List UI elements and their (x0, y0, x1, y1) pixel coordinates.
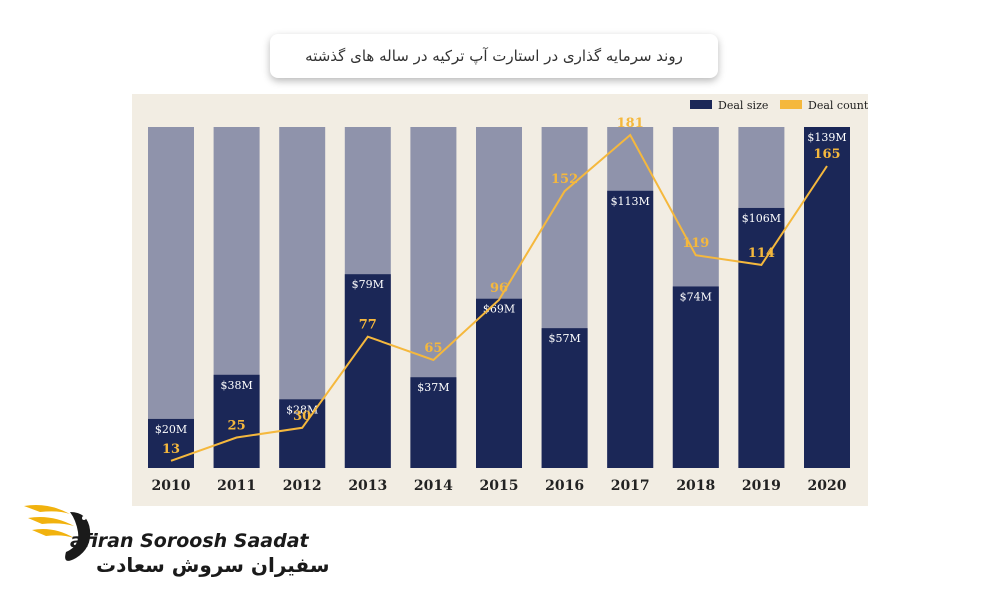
legend-label-deal-size: Deal size (718, 99, 768, 112)
bar-deal-size-2016 (541, 328, 588, 468)
bar-background-2010 (148, 127, 194, 468)
bar-label-2010: $20M (155, 423, 187, 436)
deal-size-labels: $20M$38M$28M$79M$37M$69M$57M$113M$74M$10… (155, 131, 847, 436)
count-label-2018: 119 (682, 236, 709, 251)
bar-label-2019: $106M (742, 212, 781, 225)
deal-count-line (170, 133, 828, 462)
count-label-2014: 65 (424, 341, 442, 356)
bar-label-2012: $28M (286, 403, 318, 416)
bar-label-2014: $37M (417, 381, 449, 394)
count-label-2012: 30 (293, 409, 311, 424)
legend-swatch-deal-count (780, 100, 802, 109)
bar-label-2016: $57M (548, 332, 580, 345)
chart-svg: Deal size Deal count $20M $38M $28M $79M $37… (148, 99, 869, 494)
bar-deal-size-2020 (804, 127, 850, 468)
deal-size-bars (148, 127, 850, 468)
count-label-2017: 181 (617, 116, 644, 131)
count-label-2016: 152 (551, 172, 578, 187)
x-tick-2017: 2017 (611, 478, 650, 494)
bar-deal-size-2017 (607, 190, 654, 468)
bar-deal-size-2019 (738, 207, 785, 468)
x-tick-2013: 2013 (348, 478, 387, 494)
count-label-2019: 114 (748, 246, 775, 261)
count-label-2010: 13 (162, 442, 180, 457)
deal-count-labels: 13 25 30 77 65 96 152 181 119 114 165 (162, 116, 841, 457)
count-label-2015: 96 (490, 281, 508, 296)
bar-deal-size-2014 (410, 377, 457, 468)
bar-label-2018: $74M (680, 290, 712, 303)
count-label-2013: 77 (359, 318, 377, 333)
x-tick-2019: 2019 (742, 478, 781, 494)
bar-deal-size-2015 (476, 298, 522, 468)
x-tick-2018: 2018 (676, 478, 715, 494)
x-tick-2011: 2011 (217, 478, 256, 494)
bar-deal-size-2012 (279, 399, 326, 468)
bar-label-2020: $139M (807, 131, 846, 144)
x-axis-ticks: 2010 2011 2012 2013 2014 2015 2016 2017 2018 2019… (152, 478, 847, 494)
legend-label-deal-count: Deal count (808, 99, 868, 112)
x-tick-2016: 2016 (545, 478, 584, 494)
logo-text-persian: سفیران سروش سعادت (96, 553, 330, 577)
legend-swatch-deal-size (690, 100, 712, 109)
bar-label-2013: $79M (352, 278, 384, 291)
chart-title: روند سرمایه گذاری در استارت آپ ترکیه در … (270, 34, 718, 78)
bar-label-2017: $113M (611, 195, 650, 208)
count-label-2020: 165 (813, 147, 840, 162)
logo-bird-icon (24, 505, 91, 561)
x-tick-2010: 2010 (152, 478, 191, 494)
x-tick-2012: 2012 (283, 478, 322, 494)
bar-deal-size-2013 (344, 274, 391, 468)
bar-deal-size-2018 (672, 286, 719, 468)
x-tick-2015: 2015 (480, 478, 519, 494)
bar-label-2011: $38M (220, 379, 252, 392)
bar-deal-size-2011 (213, 374, 260, 468)
x-tick-2020: 2020 (808, 478, 847, 494)
count-label-2011: 25 (228, 419, 246, 434)
x-tick-2014: 2014 (414, 478, 453, 494)
chart-panel: Deal size Deal count $20M $38M $28M $79M $37… (132, 94, 869, 506)
logo-text-english: afiran Soroosh Saadat (70, 530, 309, 552)
chart-legend: Deal size Deal count (690, 99, 869, 112)
